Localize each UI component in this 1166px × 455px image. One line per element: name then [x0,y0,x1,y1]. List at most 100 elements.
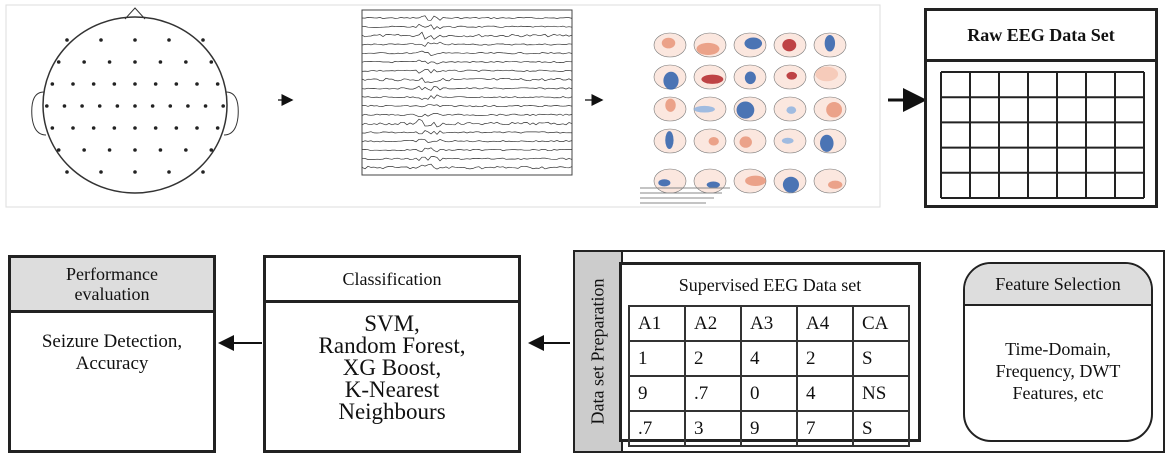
electrode [168,104,172,108]
performance-body: Seizure Detection, Accuracy [11,313,213,393]
method: SVM, [266,313,518,335]
topomap-blob [658,179,670,186]
electrode [133,104,137,108]
cell: 4 [797,376,853,411]
electrode [116,104,120,108]
cell: S [853,411,909,446]
data-prep-label: Data set Preparation [589,279,608,425]
electrode [195,126,199,130]
electrode [216,82,220,86]
raw-data-title: Raw EEG Data Set [927,11,1155,62]
signal-trace [362,95,572,100]
classification-title: Classification [266,258,518,303]
electrode [108,148,112,152]
cell: 3 [685,411,741,446]
topomap-blob [744,37,762,49]
data-prep-box: Data set Preparation Supervised EEG Data… [573,250,1165,453]
electrode [82,148,86,152]
electrode [201,38,205,42]
signal-trace [362,78,572,83]
electrode [159,148,163,152]
topomap-blob [745,176,766,186]
signal-trace [362,105,572,107]
electrode [204,104,208,108]
electrode [133,170,137,174]
cell: 9 [741,411,797,446]
topomap-blob [696,43,719,55]
topomap-blob [782,138,794,144]
topomap-blob [694,106,715,113]
topomaps [640,33,846,203]
electrode [133,148,137,152]
signal-trace [362,24,572,29]
cell: 7 [797,411,853,446]
electrode [108,60,112,64]
signal-trace [362,139,572,142]
electrode [92,126,96,130]
cell: 4 [741,341,797,376]
signal-trace [362,86,572,90]
method: Random Forest, [266,335,518,357]
electrode [154,82,158,86]
electrode [51,126,55,130]
topomap-blob [815,67,838,82]
classification-box: Classification SVM,Random Forest,XG Boos… [263,255,521,453]
electrode [71,126,75,130]
cell: 9 [629,376,685,411]
electrode [51,82,55,86]
performance-title: Performance evaluation [11,258,213,313]
signal-trace [362,70,572,74]
data-prep-band: Data set Preparation [575,252,623,451]
electrode [184,148,188,152]
eeg-signals [362,10,572,175]
signal-trace [362,16,572,20]
signal-trace [362,148,572,152]
electrode [151,104,155,108]
topomap-blob [665,131,673,149]
electrode [133,82,137,86]
signal-trace [362,164,572,169]
performance-box: Performance evaluation Seizure Detection… [8,255,216,453]
cell: 0 [741,376,797,411]
method: K-Nearest [266,379,518,401]
topomap-blob [737,102,755,119]
signal-trace [362,51,572,56]
method: XG Boost, [266,357,518,379]
electrode [216,126,220,130]
signal-trace [362,42,572,46]
topomap-blob [826,102,842,118]
electrode [65,170,69,174]
method: Neighbours [266,401,518,423]
topomap-blob [745,72,756,85]
electrode [167,38,171,42]
cell: 2 [685,341,741,376]
electrode [63,104,67,108]
electrode [201,170,205,174]
topomap [654,169,686,193]
topomap-blob [740,136,752,147]
signal-trace [362,60,572,64]
electrode [175,126,179,130]
electrode [209,148,213,152]
cell: 1 [629,341,685,376]
topomap-blob [786,106,796,114]
electrode [186,104,190,108]
topomap [814,169,846,193]
electrode [98,104,102,108]
header-cell: A4 [797,306,853,341]
electrode [57,60,61,64]
topomap [694,169,726,193]
electrode [133,126,137,130]
header-cell: A1 [629,306,685,341]
table-title: Supervised EEG Data set [622,265,918,305]
page: Raw EEG Data Set Performance evaluation … [0,0,1166,455]
topomap-blob [786,72,797,80]
table-row: .7397S [629,411,909,446]
electrode [195,82,199,86]
electrode [184,60,188,64]
signal-trace [362,131,572,135]
